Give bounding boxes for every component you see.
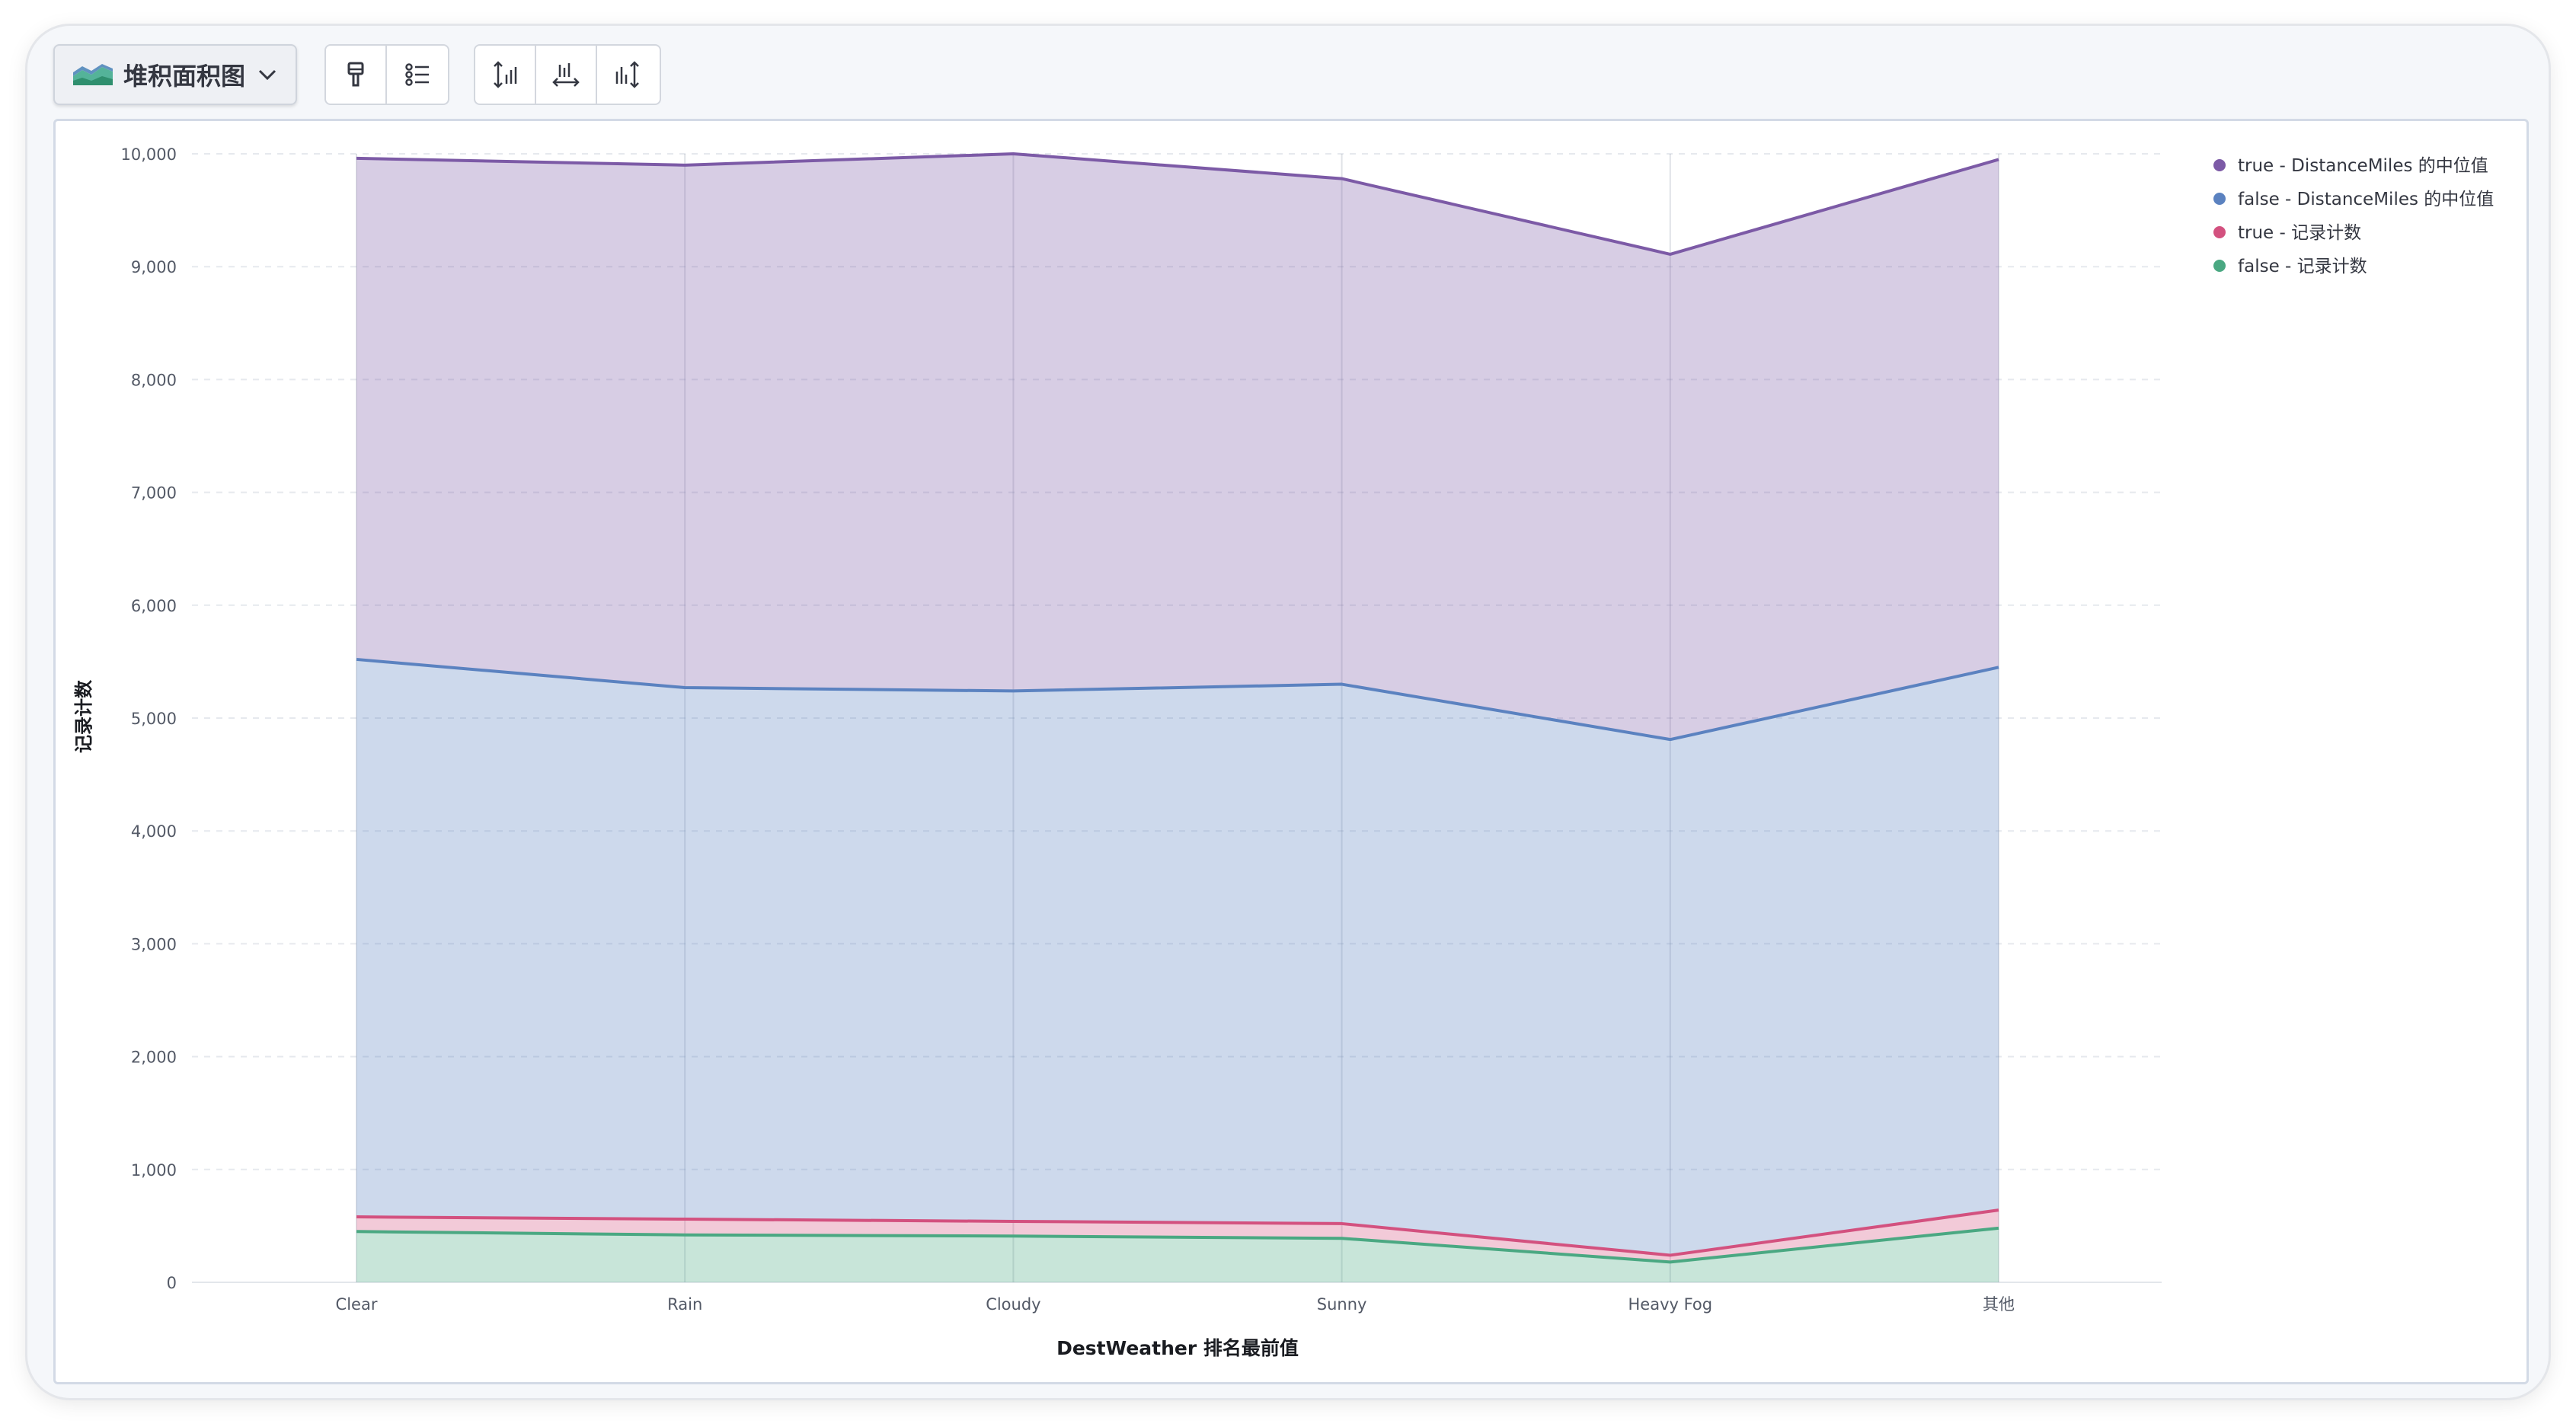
legend-settings-button[interactable] <box>387 46 448 104</box>
bottom-axis-settings-icon <box>552 63 580 87</box>
legend-label: false - DistanceMiles 的中位值 <box>2238 190 2494 209</box>
paint-brush-button[interactable] <box>326 46 387 104</box>
area-false---DistanceMiles-的中位值[interactable] <box>356 659 1999 1256</box>
y-axis-label: 记录计数 <box>73 679 94 753</box>
x-axis-label: DestWeather 排名最前值 <box>1056 1337 1299 1359</box>
series-line-true---记录计数[interactable] <box>356 1208 1999 1257</box>
area-false---记录计数[interactable] <box>356 1227 1999 1282</box>
x-tick-label: Heavy Fog <box>1628 1295 1712 1314</box>
chart-type-selector[interactable]: 堆积面积图 <box>53 44 297 105</box>
y-tick-label: 0 <box>167 1274 177 1292</box>
chevron-down-icon <box>258 69 276 81</box>
legend-swatch <box>2213 226 2226 238</box>
y-tick-label: 4,000 <box>131 822 177 841</box>
x-tick-label: Clear <box>336 1295 378 1314</box>
legend-item[interactable]: true - DistanceMiles 的中位值 <box>2213 156 2488 176</box>
legend-label: false - 记录计数 <box>2238 257 2367 276</box>
axis-options-group <box>474 44 661 105</box>
left-axis-settings-icon <box>494 61 517 88</box>
y-tick-label: 6,000 <box>131 597 177 615</box>
y-tick-label: 1,000 <box>131 1161 177 1180</box>
chart-type-label: 堆积面积图 <box>123 62 246 91</box>
legend-item[interactable]: false - DistanceMiles 的中位值 <box>2213 190 2494 209</box>
right-axis-settings-icon <box>615 61 639 88</box>
legend-label: true - DistanceMiles 的中位值 <box>2238 156 2488 176</box>
legend-swatch <box>2213 260 2226 272</box>
chart-panel <box>53 119 2529 1384</box>
series-line-true---DistanceMiles-的中位值[interactable] <box>356 152 1999 256</box>
legend-item[interactable]: false - 记录计数 <box>2213 257 2367 276</box>
legend-swatch <box>2213 159 2226 171</box>
x-tick-label: Sunny <box>1317 1295 1367 1314</box>
y-tick-label: 3,000 <box>131 935 177 953</box>
legend-swatch <box>2213 193 2226 205</box>
series-line-false---DistanceMiles-的中位值[interactable] <box>356 657 1999 742</box>
list-settings-icon <box>405 63 429 86</box>
y-tick-label: 2,000 <box>131 1049 177 1067</box>
stacked-area-chart-icon <box>73 64 113 85</box>
y-tick-label: 8,000 <box>131 371 177 389</box>
area-true---DistanceMiles-的中位值[interactable] <box>356 154 1999 740</box>
bottom-axis-button[interactable] <box>536 46 597 104</box>
legend-item[interactable]: true - 记录计数 <box>2213 223 2361 243</box>
x-tick-label: Rain <box>667 1295 702 1314</box>
series-line-false---记录计数[interactable] <box>356 1226 1999 1264</box>
legend-label: true - 记录计数 <box>2238 223 2361 243</box>
right-axis-button[interactable] <box>597 46 658 104</box>
paint-brush-icon <box>347 62 364 87</box>
x-tick-label: Cloudy <box>986 1295 1040 1314</box>
display-options-group <box>324 44 449 105</box>
legend: true - DistanceMiles 的中位值 false - Distanc… <box>2213 156 2494 276</box>
y-tick-label: 10,000 <box>121 145 177 164</box>
y-tick-label: 5,000 <box>131 710 177 728</box>
x-tick-label: 其他 <box>1983 1295 2015 1314</box>
y-tick-label: 9,000 <box>131 258 177 276</box>
left-axis-button[interactable] <box>475 46 536 104</box>
y-tick-label: 7,000 <box>131 484 177 503</box>
